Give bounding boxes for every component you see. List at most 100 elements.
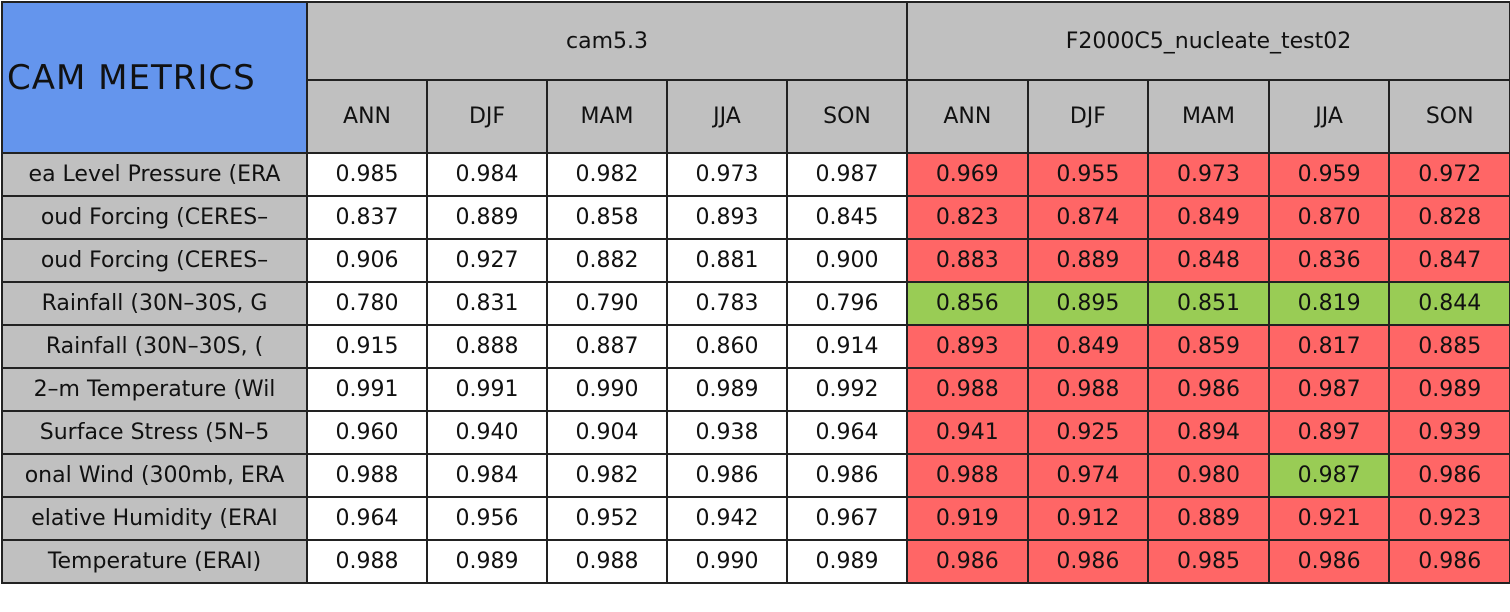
season-header-row: ANN DJF MAM JJA SON ANN DJF MAM JJA SON [2, 79, 1510, 154]
metric-value: 0.982 [546, 453, 668, 498]
metric-value: 0.969 [906, 152, 1029, 197]
row-label: elative Humidity (ERAI [1, 496, 308, 541]
metric-value: 0.986 [1388, 453, 1510, 498]
metric-value: 0.895 [1026, 281, 1150, 326]
metric-value: 0.874 [1026, 195, 1150, 240]
row-label: ea Level Pressure (ERA [1, 152, 308, 197]
metric-value: 0.986 [1147, 367, 1270, 412]
metric-value: 0.847 [1388, 238, 1510, 283]
metric-value: 0.986 [785, 453, 909, 498]
metric-value: 0.980 [1147, 453, 1270, 498]
metric-value: 0.887 [546, 324, 668, 369]
metric-value: 0.856 [906, 281, 1029, 326]
data-row: elative Humidity (ERAI 0.964 0.956 0.952 0.9… [1, 496, 1510, 541]
row-label: Rainfall (30N–30S, G [1, 281, 308, 326]
row-label: Temperature (ERAI) [1, 539, 308, 584]
metric-value: 0.906 [306, 238, 428, 283]
metric-value: 0.849 [1147, 195, 1270, 240]
metric-value: 0.823 [906, 195, 1029, 240]
metric-value: 0.991 [426, 367, 548, 412]
metric-value: 0.989 [426, 539, 548, 584]
metric-value: 0.989 [785, 539, 909, 584]
metric-value: 0.783 [666, 281, 788, 326]
metric-value: 0.960 [306, 410, 428, 455]
metric-value: 0.831 [426, 281, 548, 326]
metrics-table: CAM METRICS cam5.3 F2000C5_nucleate_test02… [1, 1, 1510, 584]
metric-value: 0.893 [906, 324, 1029, 369]
metric-value: 0.955 [1026, 152, 1150, 197]
metric-value: 0.939 [1388, 410, 1510, 455]
data-row: onal Wind (300mb, ERA 0.988 0.984 0.982 0.98… [1, 453, 1510, 498]
corner-title: CAM METRICS [1, 1, 308, 154]
data-row: Surface Stress (5N–5 0.960 0.940 0.904 0.938… [1, 410, 1510, 455]
data-row: Rainfall (30N–30S, (0.915 0.888 0.887 0.860… [1, 324, 1510, 369]
metric-value: 0.986 [666, 453, 788, 498]
metric-value: 0.988 [906, 367, 1029, 412]
metric-value: 0.964 [306, 496, 428, 541]
metric-value: 0.938 [666, 410, 788, 455]
metric-value: 0.952 [546, 496, 668, 541]
data-row: oud Forcing (CERES– 0.837 0.889 0.858 0.893 0… [1, 195, 1510, 240]
metric-value: 0.974 [1026, 453, 1150, 498]
metric-value: 0.889 [426, 195, 548, 240]
metric-value: 0.837 [306, 195, 428, 240]
metric-value: 0.989 [1388, 367, 1510, 412]
metric-value: 0.967 [785, 496, 909, 541]
metric-value: 0.915 [306, 324, 428, 369]
row-label: oud Forcing (CERES– [1, 195, 308, 240]
season-header: SON [785, 79, 909, 154]
metric-value: 0.859 [1147, 324, 1270, 369]
metric-value: 0.986 [1026, 539, 1150, 584]
row-label: onal Wind (300mb, ERA [1, 453, 308, 498]
season-header: ANN [906, 79, 1029, 154]
metric-value: 0.990 [666, 539, 788, 584]
metric-value: 0.973 [1147, 152, 1270, 197]
metric-value: 0.986 [1388, 539, 1510, 584]
metric-value: 0.988 [1026, 367, 1150, 412]
season-header: DJF [426, 79, 548, 154]
season-header: JJA [1267, 79, 1391, 154]
metric-value: 0.972 [1388, 152, 1510, 197]
metric-value: 0.904 [546, 410, 668, 455]
season-header: JJA [666, 79, 788, 154]
season-header: MAM [546, 79, 668, 154]
season-header: SON [1388, 79, 1510, 154]
metric-value: 0.897 [1267, 410, 1391, 455]
metric-value: 0.959 [1267, 152, 1391, 197]
metric-value: 0.989 [666, 367, 788, 412]
metric-value: 0.885 [1388, 324, 1510, 369]
metric-value: 0.984 [426, 453, 548, 498]
metric-value: 0.987 [1267, 367, 1391, 412]
metric-value: 0.889 [1147, 496, 1270, 541]
metric-value: 0.988 [546, 539, 668, 584]
metric-value: 0.881 [666, 238, 788, 283]
row-label: Rainfall (30N–30S, ( [1, 324, 308, 369]
metric-value: 0.982 [546, 152, 668, 197]
metric-value: 0.991 [306, 367, 428, 412]
metric-value: 0.900 [785, 238, 909, 283]
metric-value: 0.817 [1267, 324, 1391, 369]
metric-value: 0.988 [306, 453, 428, 498]
data-row: oud Forcing (CERES– 0.906 0.927 0.882 0.881 0… [1, 238, 1510, 283]
metric-value: 0.921 [1267, 496, 1391, 541]
metric-value: 0.985 [306, 152, 428, 197]
metric-value: 0.927 [426, 238, 548, 283]
metric-value: 0.836 [1267, 238, 1391, 283]
model-header-row: CAM METRICS cam5.3 F2000C5_nucleate_test02 [1, 1, 1510, 154]
metric-value: 0.882 [546, 238, 668, 283]
metric-value: 0.987 [785, 152, 909, 197]
metric-value: 0.914 [785, 324, 909, 369]
metric-value: 0.888 [426, 324, 548, 369]
metric-value: 0.973 [666, 152, 788, 197]
row-label: oud Forcing (CERES– [1, 238, 308, 283]
season-header: ANN [306, 79, 428, 154]
data-row: ea Level Pressure (ERA 0.985 0.984 0.982 0.9… [1, 152, 1510, 197]
metric-value: 0.919 [906, 496, 1029, 541]
metric-value: 0.956 [426, 496, 548, 541]
metric-value: 0.894 [1147, 410, 1270, 455]
metric-value: 0.942 [666, 496, 788, 541]
metric-value: 0.790 [546, 281, 668, 326]
metric-value: 0.984 [426, 152, 548, 197]
metric-value: 0.985 [1147, 539, 1270, 584]
